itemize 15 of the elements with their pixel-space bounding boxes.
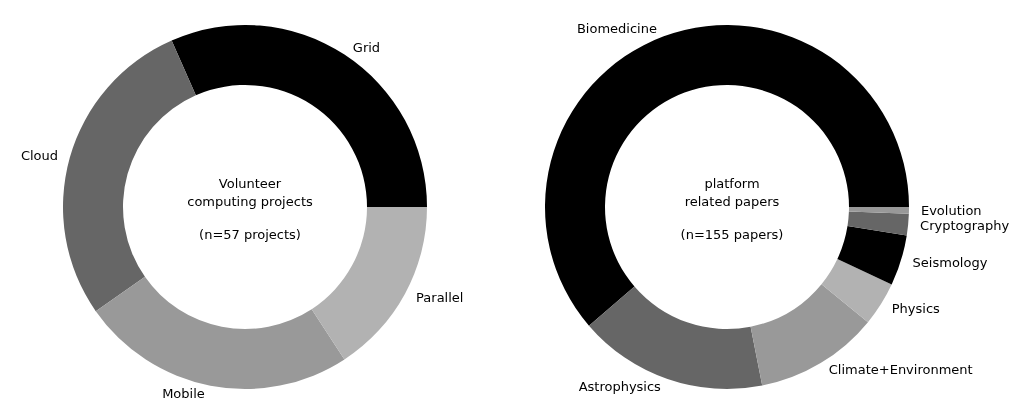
text: Volunteer computing projects: [187, 175, 313, 209]
slice-label: Seismology: [912, 255, 988, 271]
slice-label: Physics: [891, 300, 941, 316]
slice-label: Grid: [352, 40, 381, 56]
slice-label: Mobile: [162, 386, 205, 402]
slice-label: Astrophysics: [578, 379, 662, 395]
text: (n=155 papers): [680, 227, 784, 242]
text: (n=57 projects): [199, 227, 301, 242]
slice-label: Evolution: [920, 203, 982, 219]
text: platform related papers: [684, 175, 780, 209]
slice-label: Cryptography: [920, 217, 1010, 233]
slice-label: Climate+Environment: [828, 362, 973, 378]
slice-label: Cloud: [20, 148, 59, 164]
slice-label: Biomedicine: [576, 21, 657, 37]
slice-label: Parallel: [416, 289, 464, 305]
